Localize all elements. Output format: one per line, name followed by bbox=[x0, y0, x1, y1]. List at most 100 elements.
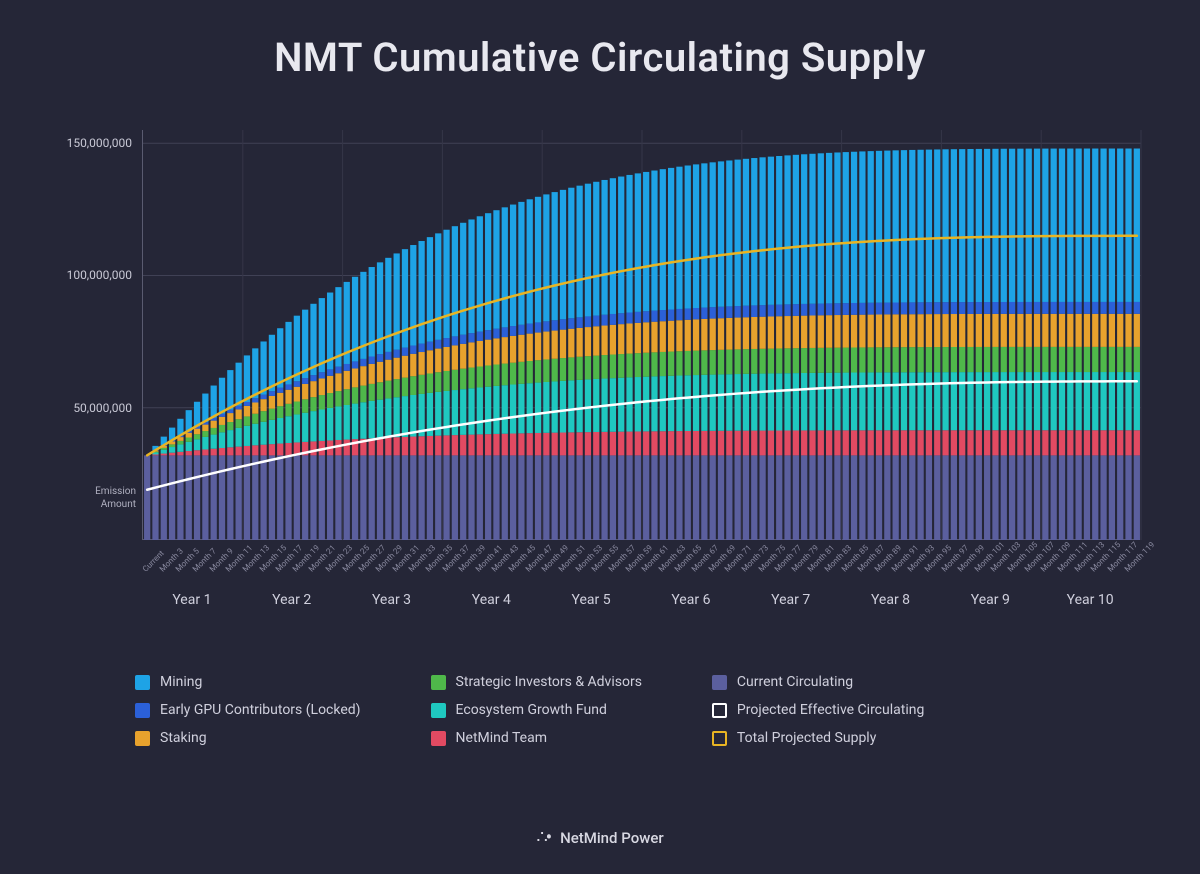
bar-mining bbox=[801, 154, 807, 304]
bar-netmind_team bbox=[743, 431, 749, 456]
bar-netmind_team bbox=[485, 434, 491, 455]
bar-current_circulating bbox=[485, 455, 491, 540]
bar-strategic bbox=[1034, 347, 1040, 372]
bar-staking bbox=[477, 341, 483, 366]
bar-mining bbox=[917, 150, 923, 303]
bar-early_gpu bbox=[394, 350, 400, 358]
bar-early_gpu bbox=[1034, 302, 1040, 314]
bar-strategic bbox=[610, 355, 616, 379]
bar-staking bbox=[726, 318, 732, 350]
bar-mining bbox=[427, 237, 433, 342]
bar-early_gpu bbox=[1076, 302, 1082, 314]
bar-mining bbox=[1042, 149, 1048, 302]
bar-strategic bbox=[693, 351, 699, 375]
bar-mining bbox=[693, 164, 699, 308]
bar-early_gpu bbox=[959, 302, 965, 314]
bar-netmind_team bbox=[685, 431, 691, 455]
bar-mining bbox=[926, 150, 932, 303]
bar-mining bbox=[236, 363, 242, 406]
bar-staking bbox=[818, 315, 824, 348]
bar-strategic bbox=[1084, 347, 1090, 372]
bar-strategic bbox=[369, 384, 375, 401]
bar-mining bbox=[443, 230, 449, 338]
bar-early_gpu bbox=[718, 307, 724, 318]
bar-netmind_team bbox=[535, 433, 541, 455]
bar-early_gpu bbox=[710, 307, 716, 318]
bar-strategic bbox=[676, 351, 682, 375]
bar-netmind_team bbox=[202, 449, 208, 455]
bar-current_circulating bbox=[868, 455, 874, 540]
bar-current_circulating bbox=[951, 455, 957, 540]
bar-current_circulating bbox=[876, 455, 882, 540]
bar-mining bbox=[759, 157, 765, 305]
bar-staking bbox=[859, 315, 865, 348]
bar-strategic bbox=[568, 357, 574, 380]
bar-mining bbox=[244, 355, 250, 402]
bar-strategic bbox=[385, 381, 391, 399]
bar-early_gpu bbox=[909, 302, 915, 314]
bar-early_gpu bbox=[435, 340, 441, 349]
bar-ecosystem bbox=[219, 432, 225, 448]
legend-swatch bbox=[712, 731, 727, 746]
bar-strategic bbox=[552, 359, 558, 382]
bar-netmind_team bbox=[951, 430, 957, 455]
bar-mining bbox=[585, 184, 591, 317]
legend-item-early_gpu: Early GPU Contributors (Locked) bbox=[135, 702, 361, 718]
bar-netmind_team bbox=[618, 432, 624, 456]
bar-staking bbox=[834, 315, 840, 348]
bar-netmind_team bbox=[1109, 430, 1115, 455]
bar-strategic bbox=[194, 434, 200, 439]
bar-staking bbox=[452, 345, 458, 369]
bar-early_gpu bbox=[344, 364, 350, 371]
bar-ecosystem bbox=[693, 375, 699, 431]
bar-staking bbox=[843, 315, 849, 348]
bar-strategic bbox=[851, 347, 857, 372]
bar-strategic bbox=[710, 350, 716, 375]
bar-strategic bbox=[285, 404, 291, 416]
bar-current_circulating bbox=[327, 455, 333, 540]
bar-netmind_team bbox=[660, 431, 666, 455]
bar-netmind_team bbox=[917, 430, 923, 455]
bar-current_circulating bbox=[685, 455, 691, 540]
legend-item-netmind_team: NetMind Team bbox=[431, 730, 642, 746]
bar-netmind_team bbox=[443, 435, 449, 455]
bar-mining bbox=[527, 199, 533, 323]
bar-strategic bbox=[502, 364, 508, 386]
bar-early_gpu bbox=[535, 322, 541, 332]
bar-staking bbox=[385, 360, 391, 381]
bar-strategic bbox=[843, 348, 849, 373]
bar-strategic bbox=[1051, 347, 1057, 372]
bar-strategic bbox=[768, 349, 774, 374]
bar-staking bbox=[768, 316, 774, 348]
bar-early_gpu bbox=[701, 308, 707, 319]
bar-mining bbox=[726, 160, 732, 306]
bar-staking bbox=[893, 314, 899, 347]
bar-early_gpu bbox=[443, 338, 449, 347]
bar-early_gpu bbox=[1042, 302, 1048, 314]
bar-netmind_team bbox=[942, 430, 948, 455]
bar-current_circulating bbox=[809, 455, 815, 540]
bar-ecosystem bbox=[443, 391, 449, 435]
bar-early_gpu bbox=[917, 302, 923, 314]
bar-early_gpu bbox=[1026, 302, 1032, 314]
bar-staking bbox=[319, 378, 325, 395]
legend-label: Strategic Investors & Advisors bbox=[456, 674, 642, 690]
bar-strategic bbox=[826, 348, 832, 373]
bar-early_gpu bbox=[726, 306, 732, 317]
bar-current_circulating bbox=[502, 455, 508, 540]
bar-staking bbox=[194, 429, 200, 435]
bar-staking bbox=[917, 314, 923, 347]
bar-strategic bbox=[244, 416, 250, 425]
bar-early_gpu bbox=[934, 302, 940, 314]
legend-item-staking: Staking bbox=[135, 730, 361, 746]
bar-early_gpu bbox=[568, 318, 574, 328]
ytick-label: 100,000,000 bbox=[67, 268, 132, 282]
bar-mining bbox=[202, 394, 208, 423]
bar-mining bbox=[1092, 149, 1098, 302]
xtick-year: Year 6 bbox=[671, 592, 710, 608]
bar-ecosystem bbox=[585, 379, 591, 432]
bar-ecosystem bbox=[826, 373, 832, 431]
bar-current_circulating bbox=[1001, 455, 1007, 540]
bar-staking bbox=[244, 406, 250, 417]
bar-netmind_team bbox=[735, 431, 741, 456]
